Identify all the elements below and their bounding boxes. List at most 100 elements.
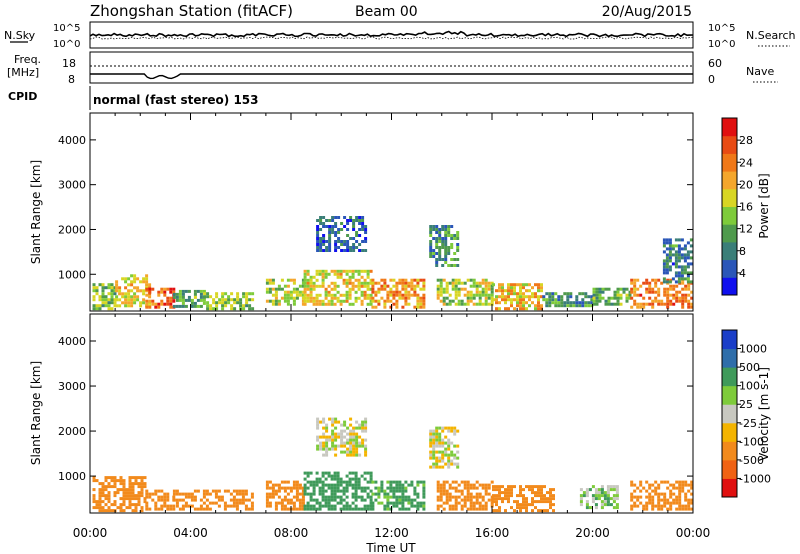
heatmap-cell	[363, 498, 367, 502]
heatmap-cell	[395, 284, 399, 288]
heatmap-cell	[235, 492, 239, 496]
heatmap-cell	[429, 429, 433, 433]
heatmap-cell	[475, 507, 479, 511]
heatmap-cell	[401, 287, 405, 291]
heatmap-cell	[448, 498, 452, 502]
heatmap-cell	[615, 503, 619, 507]
heatmap-cell	[124, 280, 128, 284]
heatmap-cell	[206, 292, 210, 296]
heatmap-cell	[386, 290, 390, 294]
heatmap-cell	[450, 441, 454, 445]
heatmap-cell	[360, 281, 364, 285]
heatmap-cell	[413, 489, 417, 493]
heatmap-cell	[451, 495, 455, 499]
heatmap-cell	[205, 507, 209, 511]
heatmap-cell	[457, 501, 461, 505]
heatmap-cell	[148, 507, 152, 511]
heatmap-cell	[604, 299, 608, 303]
heatmap-cell	[413, 492, 417, 496]
heatmap-cell	[566, 295, 570, 299]
heatmap-cell	[364, 417, 368, 421]
heatmap-cell	[665, 259, 669, 263]
heatmap-cell	[351, 492, 355, 496]
heatmap-cell	[436, 480, 440, 484]
heatmap-cell	[585, 491, 589, 495]
heatmap-cell	[364, 240, 368, 243]
heatmap-cell	[328, 435, 332, 439]
heatmap-cell	[92, 304, 96, 308]
heatmap-cell	[360, 507, 364, 511]
heatmap-cell	[268, 495, 272, 499]
heatmap-cell	[175, 304, 179, 308]
heatmap-cell	[587, 304, 591, 308]
heatmap-cell	[361, 420, 365, 424]
heatmap-cell	[460, 504, 464, 508]
heatmap-cell	[469, 507, 473, 511]
heatmap-cell	[196, 489, 200, 493]
heatmap-cell	[453, 462, 457, 466]
velocity-colorbar-swatch	[722, 348, 737, 368]
heatmap-cell	[604, 287, 608, 291]
heatmap-cell	[628, 296, 632, 300]
power-ylabel: Slant Range [km]	[29, 160, 43, 264]
heatmap-cell	[495, 295, 498, 299]
heatmap-cell	[340, 249, 344, 252]
heatmap-cell	[453, 264, 457, 267]
heatmap-cell	[419, 504, 423, 508]
heatmap-cell	[364, 450, 368, 454]
heatmap-cell	[686, 274, 690, 278]
heatmap-cell	[481, 504, 485, 508]
heatmap-cell	[113, 494, 117, 498]
heatmap-cell	[113, 292, 117, 296]
heatmap-cell	[118, 292, 122, 296]
heatmap-cell	[407, 284, 411, 288]
heatmap-cell	[495, 494, 498, 498]
heatmap-cell	[498, 301, 501, 305]
nsky-tick-bottom: 10^0	[53, 39, 80, 50]
heatmap-cell	[107, 301, 111, 305]
heatmap-cell	[447, 234, 451, 237]
heatmap-cell	[389, 293, 393, 297]
heatmap-cell	[336, 471, 340, 475]
heatmap-cell	[404, 293, 408, 297]
heatmap-cell	[148, 287, 152, 291]
heatmap-cell	[386, 284, 390, 288]
heatmap-cell	[330, 269, 334, 273]
heatmap-cell	[663, 287, 667, 291]
heatmap-cell	[591, 494, 595, 498]
heatmap-cell	[444, 258, 448, 261]
heatmap-cell	[678, 507, 682, 511]
heatmap-cell	[145, 507, 149, 511]
heatmap-cell	[519, 485, 522, 489]
heatmap-cell	[324, 477, 328, 481]
heatmap-cell	[101, 289, 105, 293]
heatmap-cell	[306, 474, 310, 478]
heatmap-cell	[342, 278, 346, 282]
heatmap-cell	[122, 509, 126, 513]
heatmap-cell	[134, 497, 138, 501]
heatmap-cell	[361, 426, 365, 430]
heatmap-cell	[345, 501, 349, 505]
heatmap-cell	[680, 238, 684, 242]
heatmap-cell	[345, 489, 349, 493]
velocity-colorbar-tick-label: -500	[739, 454, 764, 467]
heatmap-cell	[386, 504, 390, 508]
heatmap-cell	[549, 488, 552, 492]
heatmap-cell	[331, 429, 335, 433]
heatmap-cell	[463, 495, 467, 499]
heatmap-cell	[681, 507, 685, 511]
heatmap-cell	[357, 495, 361, 499]
heatmap-cell	[683, 259, 687, 263]
heatmap-cell	[669, 504, 673, 508]
heatmap-cell	[398, 501, 402, 505]
heatmap-cell	[104, 509, 108, 513]
heatmap-cell	[504, 497, 507, 501]
heatmap-cell	[448, 507, 452, 511]
heatmap-cell	[280, 278, 284, 282]
heatmap-cell	[444, 240, 448, 243]
heatmap-cell	[438, 228, 442, 231]
heatmap-cell	[348, 278, 352, 282]
heatmap-cell	[145, 501, 149, 505]
heatmap-cell	[453, 429, 457, 433]
heatmap-cell	[137, 485, 141, 489]
